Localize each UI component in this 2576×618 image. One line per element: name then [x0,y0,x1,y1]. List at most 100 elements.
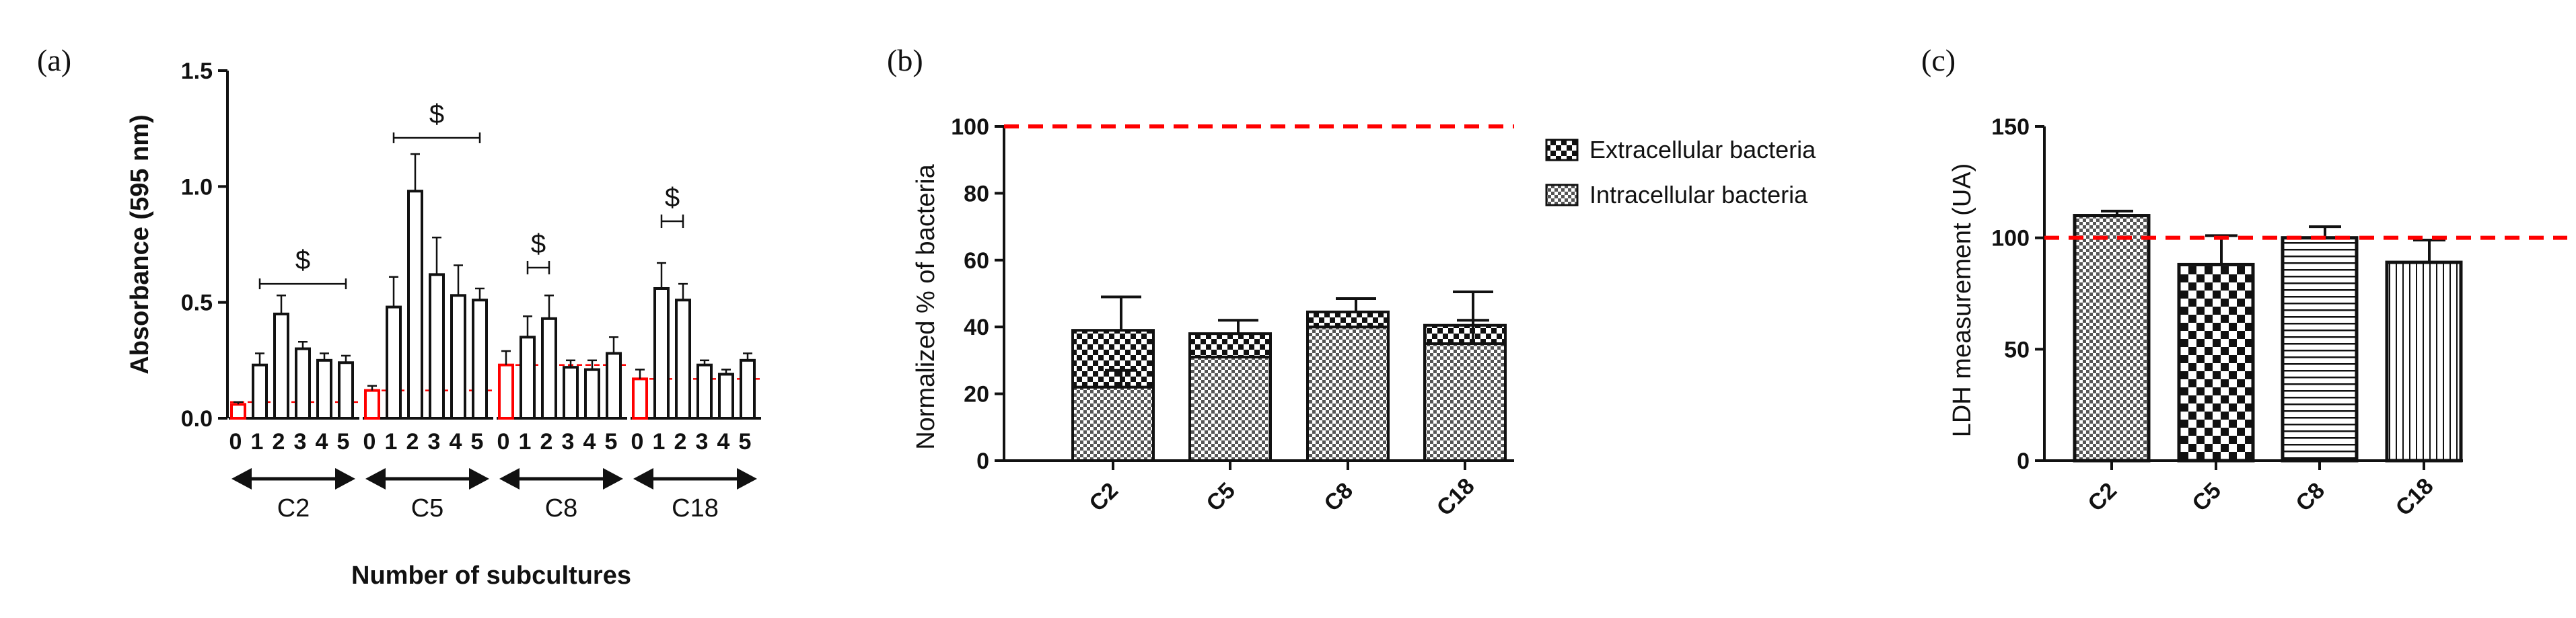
panel-a-x-tick-label: 2 [540,429,553,455]
panel-b-y-tick-label: 20 [964,382,989,408]
panel-a-bar [338,361,354,420]
panel-c-y-tick-label: 50 [2004,337,2030,362]
panel-a-x-tick-label: 5 [471,429,484,455]
panel-a-bar [563,366,579,420]
panel-a-x-tick-label: 3 [696,429,709,455]
panel-a-bar [364,389,380,420]
panel-a-bar [740,358,756,420]
panel-a-x-tick-label: 0 [229,429,242,455]
panel-a-bar [696,363,713,420]
panel-a-group-label: C8 [545,494,578,523]
panel-b-y-tick-label: 60 [964,248,989,274]
panel-c-y-tick-label: 100 [1991,226,2030,252]
panel-a-bar [316,358,332,420]
panel-c-x-tick-label: C5 [2187,477,2226,516]
panel-b-y-tick-label: 80 [964,181,989,206]
panel-c-x-tick-label: C18 [2391,473,2439,521]
panel-a-y-tick-label: 1.0 [181,174,213,200]
panel-a-x-tick-label: 2 [273,429,285,455]
panel-b-bar-intracellular [1306,325,1390,463]
panel-a-bar [606,352,622,420]
panel-a-bar [230,403,246,420]
panel-a-y-tick-label: 0.5 [181,291,213,316]
panel-a-bar [718,373,734,420]
panel-a-bar [520,336,536,420]
panel-a-bar [386,305,402,420]
panel-a-bar [632,377,648,420]
panel-a-arrow-left-head [633,468,653,490]
panel-a-bar [407,190,423,420]
panel-b-y-tick-label: 100 [951,114,989,140]
panel-a-y-axis-title: Absorbance (595 nm) [126,114,154,374]
panel-a-x-tick-label: 1 [251,429,264,455]
panel-a-group-label: C18 [672,494,719,523]
panel-b-legend-label-extracellular: Extracellular bacteria [1589,136,1816,163]
panel-a-sig-marker: $ [429,100,444,129]
panel-a-x-tick-label: 5 [739,429,752,455]
panel-a-bar [472,299,488,420]
panel-b-legend-label-intracellular: Intracellular bacteria [1589,181,1808,208]
panel-a-sig-marker: $ [295,245,310,275]
panel-a-x-tick-label: 4 [450,429,462,455]
panel-c: (c) LDH measurement (UA) 0 50 100 150 C2 C5 C8… [1921,43,2567,521]
panel-a-x-tick-label: 0 [363,429,376,455]
panel-a-bar [273,312,289,420]
panel-a-x-tick-label: 1 [653,429,666,455]
panel-b-bar-intracellular [1188,355,1272,462]
panel-c-x-tick-label: C8 [2291,477,2330,516]
panel-a-x-tick-label: 4 [316,429,328,455]
panel-a-x-tick-label: 2 [674,429,687,455]
panel-a-y-tick-label: 1.5 [181,59,213,84]
panel-a-bar [498,363,514,420]
panel-b: (b) Normalized % of bacteria 0 20 40 60 80 10… [887,43,1816,521]
panel-a-label: (a) [37,43,71,77]
panel-b-bar-intracellular [1071,385,1155,462]
panel-a-group-label: C2 [277,494,310,523]
panel-a-x-tick-label: 3 [562,429,575,455]
panel-a-x-tick-label: 4 [717,429,730,455]
panel-b-y-tick-label: 0 [976,449,989,474]
panel-a-arrow-right-head [469,468,489,490]
panel-b-x-tick-label: C2 [1084,477,1123,516]
panel-b-legend-swatch-extracellular [1545,139,1579,161]
panel-a-x-tick-label: 1 [385,429,398,455]
panel-b-bar-extracellular [1188,332,1272,358]
panel-a-x-tick-label: 3 [294,429,307,455]
panel-c-bar [2385,260,2463,463]
panel-c-y-tick-label: 150 [1991,114,2030,140]
panel-b-bar-extracellular [1423,323,1507,346]
panel-b-legend-swatch-intracellular [1545,184,1579,206]
panel-c-label: (c) [1921,43,1956,77]
panel-a-bar [653,286,670,420]
panel-a-y-tick-label: 0.0 [181,406,213,432]
panel-b-y-tick-label: 40 [964,315,989,340]
panel-a-x-tick-label: 2 [406,429,419,455]
panel-a-x-tick-label: 1 [519,429,532,455]
panel-b-bar-intracellular [1423,342,1507,462]
panel-a-sig-marker: $ [531,229,546,259]
panel-a-x-tick-label: 5 [337,429,350,455]
panel-a-bar [584,368,600,420]
panel-a-bar [429,273,445,420]
panel-a-bar [450,294,466,420]
panel-b-label: (b) [887,43,923,77]
panel-b-x-tick-label: C5 [1201,477,1240,516]
panel-a-x-tick-label: 0 [497,429,510,455]
panel-a-x-tick-label: 3 [428,429,441,455]
panel-c-y-tick-label: 0 [2017,449,2030,474]
panel-a-bar [295,347,311,420]
panel-a-arrow-right-head [603,468,623,490]
panel-a-x-tick-label: 5 [605,429,618,455]
panel-b-x-tick-label: C8 [1319,477,1358,516]
panel-a: (a) Absorbance (595 nm) Number of subcul… [37,43,762,590]
panel-a-arrow-right-head [335,468,355,490]
panel-b-bar-extracellular [1071,329,1155,389]
panel-c-bar [2281,236,2359,463]
panel-a-sig-marker: $ [665,183,680,213]
panel-a-arrow-left-head [499,468,520,490]
panel-a-bar [541,317,557,420]
panel-a-arrow-right-head [737,468,757,490]
panel-a-x-tick-label: 0 [631,429,644,455]
panel-a-arrow-left-head [365,468,386,490]
